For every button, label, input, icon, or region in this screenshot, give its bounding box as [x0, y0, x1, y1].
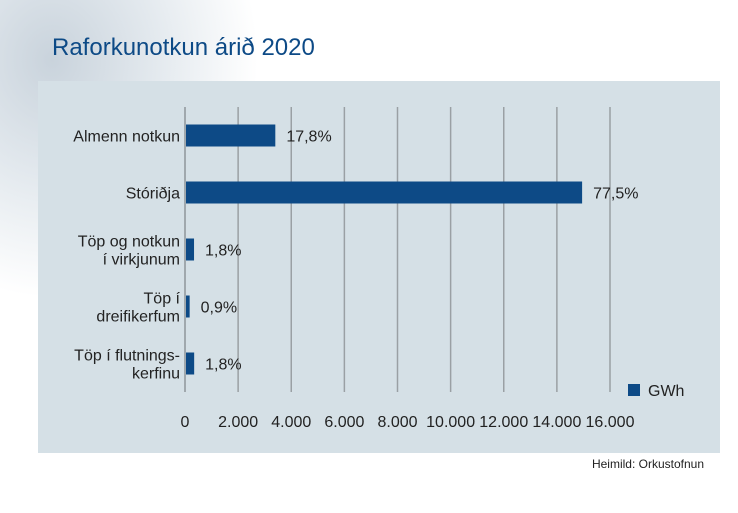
bar: [186, 124, 276, 147]
category-label: kerfinu: [132, 366, 180, 383]
category-label: í virkjunum: [103, 252, 180, 269]
category-label: Töp og notkun: [78, 234, 180, 251]
data-label: 77,5%: [593, 186, 638, 203]
category-label: Stóriðja: [126, 186, 180, 203]
chart-panel: [38, 81, 720, 453]
x-tick-label: 2.000: [218, 414, 258, 431]
x-tick-label: 16.000: [586, 414, 635, 431]
source-note: Heimild: Orkustofnun: [591, 457, 704, 471]
x-tick-label: 0: [181, 414, 190, 431]
legend-swatch: [628, 384, 640, 396]
x-tick-label: 14.000: [532, 414, 581, 431]
legend-label: GWh: [648, 383, 684, 400]
data-label: 17,8%: [286, 129, 331, 146]
data-label: 1,8%: [205, 243, 241, 260]
x-tick-label: 4.000: [271, 414, 311, 431]
x-tick-label: 12.000: [479, 414, 528, 431]
bar: [186, 238, 195, 261]
category-label: Töp í flutnings-: [74, 348, 180, 365]
category-label: dreifikerfum: [96, 309, 180, 326]
chart-title: Raforkunotkun árið 2020: [52, 34, 315, 61]
bar: [186, 295, 190, 318]
category-label: Almenn notkun: [73, 129, 180, 146]
data-label: 0,9%: [201, 300, 237, 317]
data-label: 1,8%: [205, 357, 241, 374]
category-label: Töp í: [144, 291, 181, 308]
x-tick-label: 10.000: [426, 414, 475, 431]
x-tick-label: 6.000: [324, 414, 364, 431]
bar: [186, 181, 583, 204]
bar: [186, 352, 195, 375]
x-tick-label: 8.000: [377, 414, 417, 431]
